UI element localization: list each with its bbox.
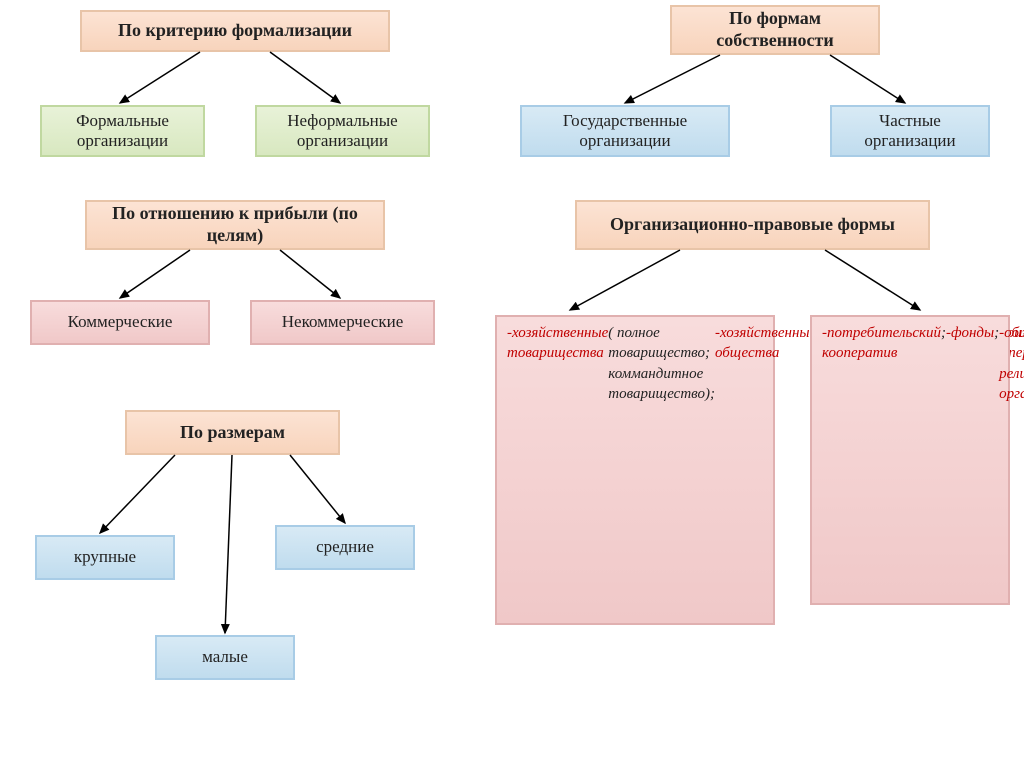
ownership-child-1: Частные организации [830, 105, 990, 157]
ownership-child-0: Государственные организации [520, 105, 730, 157]
ownership-header: По формам собственности [670, 5, 880, 55]
size-child-0: крупные [35, 535, 175, 580]
profit-child-0: Коммерческие [30, 300, 210, 345]
legal-right-list: -потребительский кооператив;-фонды;-обще… [810, 315, 1010, 605]
formalization-child-0: Формальные организации [40, 105, 205, 157]
size-child-1: средние [275, 525, 415, 570]
legal-left-list: -хозяйственные товарищества ( полное тов… [495, 315, 775, 625]
profit-child-1: Некоммерческие [250, 300, 435, 345]
formalization-header: По критерию формализации [80, 10, 390, 52]
size-header: По размерам [125, 410, 340, 455]
size-child-2: малые [155, 635, 295, 680]
formalization-child-1: Неформальные организации [255, 105, 430, 157]
profit-header: По отношению к прибыли (по целям) [85, 200, 385, 250]
legal-header: Организационно-правовые формы [575, 200, 930, 250]
